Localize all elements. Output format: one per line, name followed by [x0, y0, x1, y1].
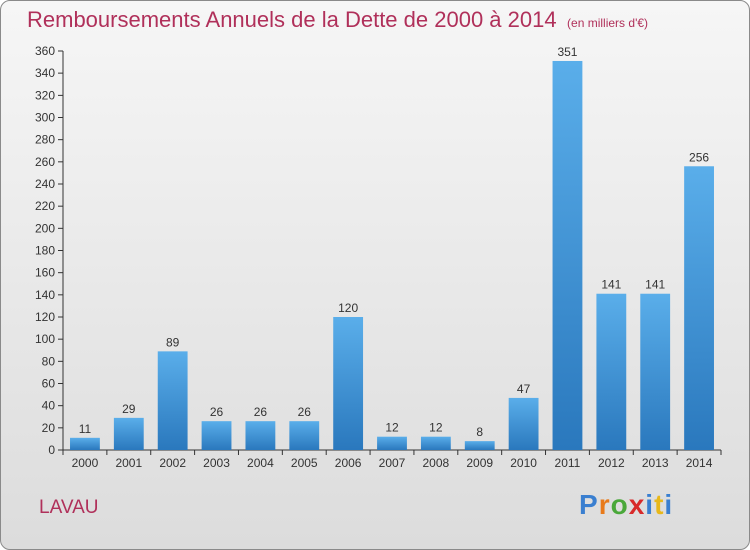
proxiti-logo: Proxiti [579, 489, 673, 521]
bar-value-label: 26 [298, 405, 312, 419]
logo-letter: r [598, 489, 611, 520]
x-tick-label: 2013 [642, 456, 669, 470]
bar-value-label: 26 [210, 405, 224, 419]
bar [377, 436, 407, 450]
bar-value-label: 256 [689, 150, 709, 164]
bar-value-label: 141 [601, 278, 621, 292]
bar [157, 351, 188, 450]
bar-value-label: 89 [166, 335, 180, 349]
x-tick-label: 2002 [159, 456, 186, 470]
bar [70, 437, 100, 450]
x-tick-label: 2003 [203, 456, 230, 470]
y-tick-label: 180 [35, 244, 55, 258]
x-tick-label: 2014 [686, 456, 713, 470]
y-tick-label: 0 [48, 443, 55, 457]
y-tick-label: 200 [35, 221, 55, 235]
bar-value-label: 120 [338, 301, 358, 315]
bar-value-label: 26 [254, 405, 268, 419]
bar [289, 421, 320, 450]
x-tick-label: 2010 [510, 456, 537, 470]
chart-title: Remboursements Annuels de la Dette de 20… [27, 7, 648, 33]
bar-value-label: 8 [476, 425, 483, 439]
x-tick-label: 2000 [72, 456, 99, 470]
bar [201, 421, 232, 450]
y-tick-label: 40 [42, 399, 56, 413]
y-tick-label: 300 [35, 111, 55, 125]
y-tick-label: 220 [35, 199, 55, 213]
bar [113, 417, 144, 450]
y-tick-label: 320 [35, 88, 55, 102]
bar [640, 293, 671, 450]
bar [420, 436, 451, 450]
y-tick-label: 60 [42, 377, 56, 391]
y-tick-label: 100 [35, 332, 55, 346]
y-tick-label: 360 [35, 44, 55, 58]
x-tick-label: 2009 [466, 456, 493, 470]
bar [552, 60, 583, 450]
logo-letter: P [579, 489, 599, 520]
y-tick-label: 340 [35, 66, 55, 80]
bar [464, 441, 495, 450]
x-tick-label: 2011 [555, 456, 581, 470]
bar-value-label: 47 [517, 382, 531, 396]
bar-value-label: 11 [79, 422, 92, 436]
y-tick-label: 120 [35, 310, 55, 324]
logo-letter: x [628, 489, 646, 520]
bar [684, 166, 714, 450]
bar-value-label: 141 [645, 278, 665, 292]
unit-text: (en milliers d'€) [567, 16, 649, 30]
title-text: Remboursements Annuels de la Dette de 20… [27, 7, 557, 32]
y-tick-label: 80 [42, 354, 56, 368]
x-tick-label: 2004 [247, 456, 274, 470]
bar-value-label: 12 [429, 421, 443, 435]
axis-layer: 0 20 40 60 80 100 120 140 160 180 200 220 240 260 280 3… [35, 44, 722, 470]
logo-letter: i [645, 489, 655, 520]
x-tick-label: 2007 [379, 456, 406, 470]
bar [245, 421, 276, 450]
x-tick-label: 2008 [423, 456, 450, 470]
x-tick-label: 2006 [335, 456, 362, 470]
y-tick-label: 140 [35, 288, 55, 302]
y-tick-label: 280 [35, 133, 55, 147]
logo-letter: i [664, 489, 674, 520]
x-tick-label: 2012 [598, 456, 625, 470]
x-tick-label: 2001 [115, 456, 142, 470]
y-tick-label: 20 [42, 421, 56, 435]
bar [508, 397, 539, 450]
bar [596, 293, 627, 450]
x-tick-label: 2005 [291, 456, 318, 470]
bar [333, 317, 364, 450]
y-tick-label: 260 [35, 155, 55, 169]
y-tick-label: 240 [35, 177, 55, 191]
bar-value-label: 29 [122, 402, 136, 416]
bar-value-label: 351 [557, 45, 577, 59]
logo-letter: t [654, 489, 665, 520]
bar-layer: 11 29 89 26 26 26 120 12 12 8 47 351 141 141 256 [70, 45, 714, 450]
y-tick-label: 160 [35, 266, 55, 280]
place-name: LAVAU [39, 497, 99, 518]
logo-letter: o [610, 489, 629, 520]
bar-value-label: 12 [385, 421, 399, 435]
